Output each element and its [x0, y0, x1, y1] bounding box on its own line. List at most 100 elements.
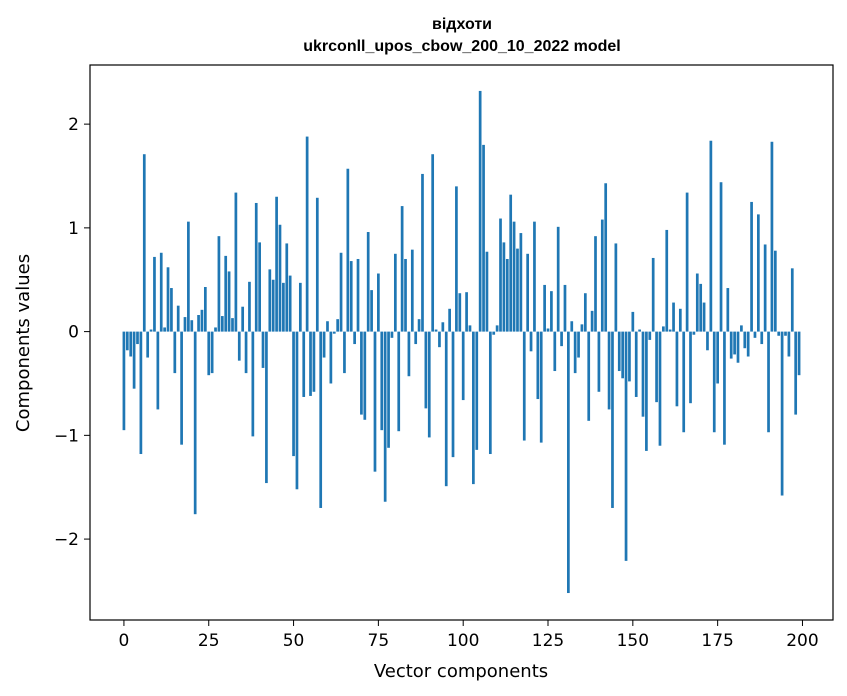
bar — [488, 331, 492, 455]
bar — [519, 233, 523, 332]
bar — [282, 282, 285, 332]
bar — [777, 331, 781, 336]
bar — [360, 331, 363, 415]
bar — [770, 141, 774, 332]
bar — [665, 229, 669, 332]
bar — [658, 331, 662, 446]
bar — [200, 309, 204, 332]
bar-series — [122, 90, 801, 594]
bar — [261, 331, 265, 368]
bar — [651, 257, 655, 332]
bar — [292, 331, 295, 457]
bar — [288, 275, 292, 332]
bar — [346, 168, 350, 332]
bar — [393, 253, 397, 332]
bar — [237, 331, 241, 361]
bar — [699, 283, 703, 332]
bar — [400, 206, 404, 332]
bar — [142, 154, 146, 332]
bar — [560, 331, 563, 347]
bar — [526, 253, 530, 332]
bar — [343, 331, 346, 374]
bar — [529, 331, 533, 352]
bar — [784, 331, 787, 336]
bar — [421, 173, 424, 332]
bar — [278, 224, 282, 332]
bar — [258, 242, 261, 332]
bar — [797, 331, 801, 376]
bar — [750, 201, 753, 332]
bar — [767, 331, 770, 433]
bar — [363, 331, 367, 420]
bar — [241, 306, 245, 332]
bar — [550, 291, 553, 332]
bar — [166, 267, 170, 332]
bar — [231, 318, 234, 332]
bar — [173, 331, 177, 374]
bar — [265, 331, 268, 484]
bar — [672, 302, 675, 332]
bar — [689, 331, 692, 404]
y-axis-ticks: −2 −1 0 1 2 — [54, 115, 90, 550]
bar — [668, 329, 672, 332]
y-axis-label: Components values — [13, 254, 34, 432]
bar — [268, 269, 272, 332]
bar — [210, 331, 214, 374]
bar — [448, 308, 451, 332]
bar — [153, 256, 156, 332]
bar — [244, 331, 248, 374]
bar — [407, 331, 411, 377]
bar — [682, 331, 686, 433]
bar — [645, 331, 648, 451]
bar — [719, 182, 723, 332]
bar — [736, 331, 740, 363]
bar — [695, 273, 699, 332]
bar — [617, 331, 621, 372]
bar — [597, 331, 601, 392]
bar — [309, 331, 312, 396]
bar — [187, 221, 190, 332]
bar — [634, 331, 638, 397]
bar — [655, 331, 658, 403]
bar — [183, 317, 187, 332]
bar — [319, 331, 323, 508]
bar — [757, 214, 760, 332]
bar — [638, 329, 641, 332]
bar — [125, 331, 129, 351]
bar — [509, 194, 513, 332]
bar — [556, 226, 560, 332]
bar — [326, 321, 329, 332]
bar — [733, 331, 736, 355]
bar — [628, 331, 631, 382]
bar — [349, 261, 353, 332]
bar — [329, 331, 333, 384]
bar — [383, 331, 387, 502]
bar — [546, 328, 550, 332]
bar — [438, 331, 441, 348]
bar — [678, 308, 682, 332]
x-tick-label: 50 — [283, 631, 305, 651]
bar — [434, 329, 438, 332]
bar — [427, 331, 431, 438]
bar — [723, 331, 726, 445]
chart-subtitle: ukrconll_upos_cbow_200_10_2022 model — [303, 38, 620, 55]
bar — [298, 282, 302, 332]
bar — [251, 331, 255, 437]
bar — [495, 325, 499, 332]
bar — [563, 284, 567, 332]
bar — [234, 192, 238, 332]
bar — [220, 316, 224, 332]
x-tick-label: 150 — [617, 631, 649, 651]
bar — [380, 331, 384, 431]
bar — [339, 252, 343, 332]
bar — [390, 331, 394, 338]
bar — [387, 331, 390, 448]
x-tick-label: 175 — [701, 631, 733, 651]
bar — [295, 331, 299, 490]
bar — [431, 154, 435, 332]
bar — [305, 136, 309, 332]
bar — [227, 271, 231, 332]
bar — [790, 268, 794, 332]
y-tick-label: 2 — [68, 115, 79, 135]
bar — [624, 331, 628, 561]
